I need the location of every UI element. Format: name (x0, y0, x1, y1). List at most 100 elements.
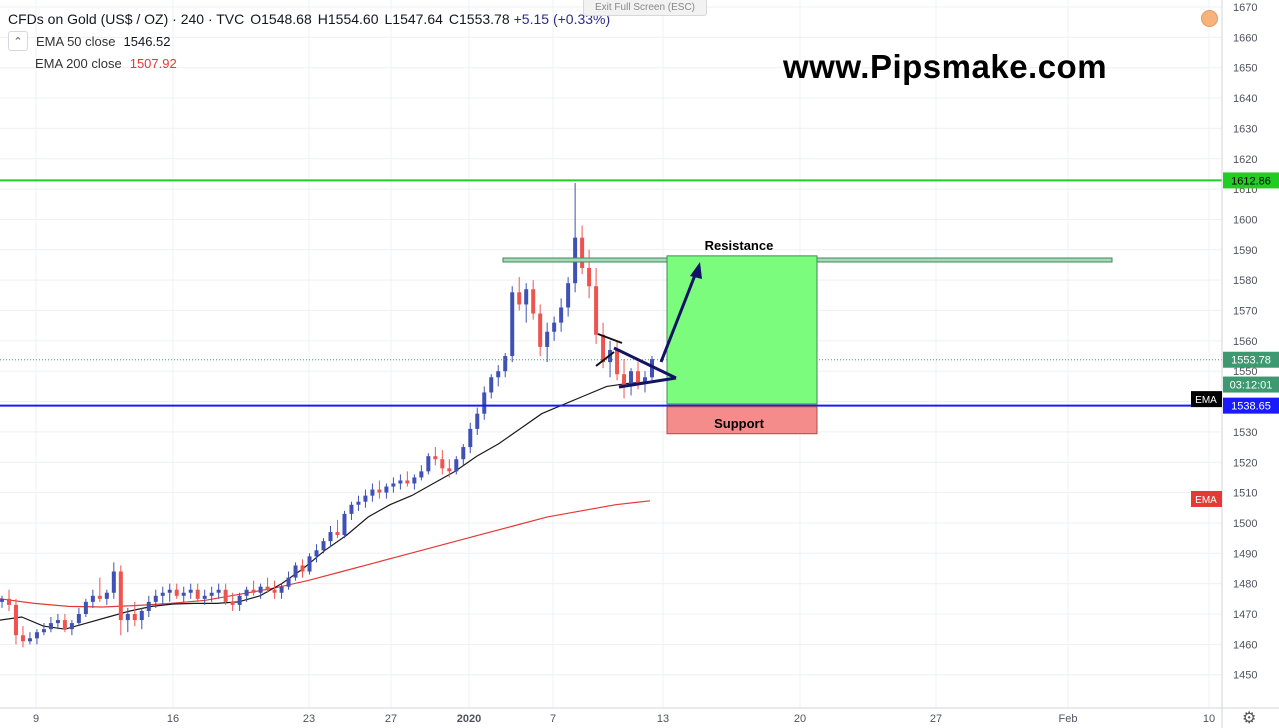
target-box[interactable] (666, 255, 818, 405)
price-tick-label: 1660 (1233, 32, 1257, 44)
candle-body (279, 586, 284, 593)
candle-body (531, 289, 536, 314)
symbol-title[interactable]: CFDs on Gold (US$ / OZ) · 240 · TVC (8, 11, 245, 27)
candle-body (62, 620, 67, 630)
candle-body (216, 589, 221, 593)
candle-body (146, 601, 151, 611)
candle-body (251, 589, 256, 593)
watermark-text: www.Pipsmake.com (783, 48, 1108, 85)
price-tick-label: 1600 (1233, 214, 1257, 226)
price-tick-label: 1460 (1233, 639, 1257, 651)
price-tick-label: 1490 (1233, 548, 1257, 560)
candle-body (510, 292, 515, 357)
price-tick-label: 1620 (1233, 154, 1257, 166)
ema200-line (0, 500, 651, 608)
close-label: C (448, 11, 460, 27)
candle-body (0, 598, 4, 602)
candle-body (356, 501, 361, 505)
candle-body (237, 595, 242, 605)
candle-body (419, 471, 424, 478)
candle-body (76, 614, 81, 624)
candle-body (125, 614, 130, 621)
candle-body (48, 623, 53, 630)
time-tick-label: 20 (794, 713, 806, 725)
ema50-label: EMA 50 close (36, 33, 116, 49)
price-axis-label-bg (1223, 172, 1279, 189)
resistance-label: Resistance (705, 238, 774, 253)
gear-icon[interactable]: ⚙ (1242, 710, 1257, 727)
price-axis-label-bg (1223, 397, 1279, 414)
time-tick-label: Feb (1059, 713, 1078, 725)
price-tick-label: 1560 (1233, 336, 1257, 348)
price-axis-label[interactable]: 1612.86 (1231, 175, 1271, 187)
price-tick-label: 1670 (1233, 2, 1257, 14)
price-tick-label: 1520 (1233, 457, 1257, 469)
candle-body (461, 447, 466, 460)
ema-tag: EMA (1195, 495, 1217, 506)
candle-body (552, 322, 557, 332)
candle-body (244, 589, 249, 596)
candle-body (433, 456, 438, 460)
price-tick-label: 1450 (1233, 670, 1257, 682)
candle-body (300, 565, 305, 572)
horizontal-lines[interactable] (0, 179, 1222, 407)
candle-body (167, 589, 172, 593)
price-axis-label[interactable]: 1538.65 (1231, 401, 1271, 413)
ema50-line (0, 381, 651, 630)
price-axis-label-bg (1223, 351, 1279, 368)
annotations[interactable]: Resistance Support (502, 238, 1113, 435)
breakout-arrow-line[interactable] (659, 269, 699, 363)
candle-body (230, 601, 235, 605)
candle-body (601, 334, 606, 363)
candle-body (202, 595, 207, 599)
candle-body (272, 589, 277, 593)
candle-body (566, 283, 571, 308)
price-tick-label: 1590 (1233, 245, 1257, 257)
candle-body (34, 632, 39, 639)
candle-body (195, 589, 200, 599)
support-label: Support (714, 416, 764, 431)
candle-body (482, 392, 487, 414)
candle-body (307, 556, 312, 572)
close-value: 1553.78 (459, 11, 510, 27)
candle-body (6, 598, 11, 605)
ema50-value: 1546.52 (123, 33, 171, 49)
candle-body (545, 331, 550, 347)
price-axis[interactable]: 1450146014701480149015001510152015301540… (1191, 0, 1279, 728)
price-axis-label[interactable]: 1553.78 (1231, 355, 1271, 367)
candle-body (349, 504, 354, 514)
pattern-line[interactable] (595, 351, 615, 367)
time-tick-label: 27 (930, 713, 942, 725)
alert-dot-icon[interactable] (1201, 10, 1218, 27)
support-box[interactable] (666, 406, 818, 435)
candle-body (524, 289, 529, 305)
pattern-line[interactable] (597, 333, 623, 344)
triangle-upper-line[interactable] (613, 346, 677, 380)
time-tick-label: 13 (657, 713, 669, 725)
exit-fullscreen-button[interactable]: Exit Full Screen (ESC) (583, 0, 707, 16)
price-axis-label[interactable]: 03:12:01 (1230, 380, 1273, 392)
price-tick-label: 1480 (1233, 579, 1257, 591)
high-value: 1554.60 (327, 11, 379, 27)
candle-body (636, 371, 641, 384)
candle-body (650, 359, 654, 378)
time-axis[interactable]: 9 16 23 27 2020 7 13 20 27 Feb 10 (0, 707, 1279, 725)
candle-body (118, 571, 123, 621)
high-label: H (317, 11, 328, 27)
candle-body (489, 377, 494, 393)
triangle-lower-line[interactable] (618, 376, 677, 389)
candle-body (587, 268, 592, 287)
candle-body (90, 595, 95, 602)
chevron-up-icon[interactable]: ⌃ (8, 31, 28, 51)
time-tick-label: 16 (167, 713, 179, 725)
candle-body (20, 635, 25, 642)
indicator-row-ema200[interactable]: EMA 200 close 1507.92 (8, 52, 610, 74)
indicator-row-ema50[interactable]: ⌃ EMA 50 close 1546.52 (8, 30, 610, 52)
candle-body (454, 459, 459, 472)
time-tick-label: 10 (1203, 713, 1215, 725)
price-tick-label: 1530 (1233, 427, 1257, 439)
candle-body (41, 629, 46, 633)
candle-body (286, 577, 291, 587)
low-label: L (384, 11, 393, 27)
